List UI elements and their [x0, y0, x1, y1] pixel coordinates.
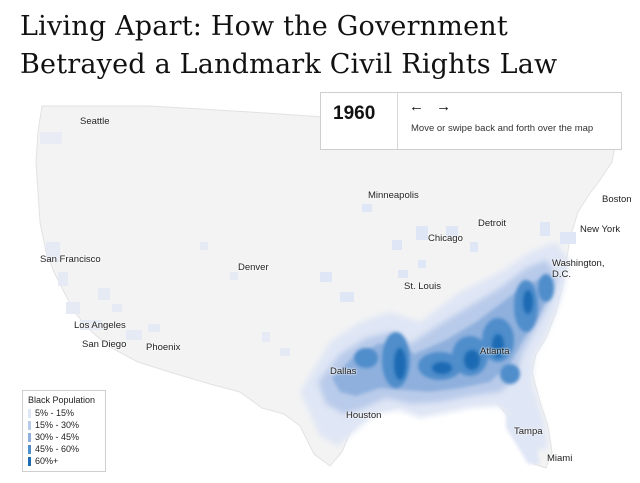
legend-swatch [28, 456, 31, 466]
hint-text: Move or swipe back and forth over the ma… [411, 123, 594, 134]
legend-item: 45% - 60% [28, 443, 100, 455]
midwest-patches [320, 204, 576, 302]
year-control[interactable]: 1960 ← → Move or swipe back and forth ov… [320, 92, 622, 150]
legend-swatch [28, 408, 31, 418]
city-label-denver: Denver [238, 262, 269, 273]
legend-title: Black Population [28, 395, 96, 405]
city-label-boston: Boston [602, 194, 632, 205]
legend-swatch [28, 420, 31, 430]
year-label: 1960 [333, 103, 376, 124]
legend-label: 60%+ [35, 456, 59, 466]
west-patches [40, 132, 290, 356]
city-label-dallas: Dallas [330, 366, 357, 377]
city-label-phoenix: Phoenix [146, 342, 181, 353]
city-label-atlanta: Atlanta [480, 346, 510, 357]
city-label-houston: Houston [346, 410, 382, 421]
legend-item: 15% - 30% [28, 419, 100, 431]
us-map[interactable] [0, 92, 640, 483]
legend-label: 45% - 60% [35, 444, 80, 454]
legend-label: 5% - 15% [35, 408, 75, 418]
legend-label: 30% - 45% [35, 432, 80, 442]
page-title: Living Apart: How the Government Betraye… [20, 11, 558, 80]
city-label-st-louis: St. Louis [404, 281, 441, 292]
legend-swatch [28, 444, 31, 454]
arrows-icon[interactable]: ← → [409, 98, 456, 115]
legend-item: 30% - 45% [28, 431, 100, 443]
city-label-washington: Washington, D.C. [552, 258, 605, 280]
city-label-chicago: Chicago [428, 233, 463, 244]
legend-items: 5% - 15% 15% - 30% 30% - 45% 45% - 60% 60%+ [28, 407, 100, 467]
city-label-los-angeles: Los Angeles [74, 320, 126, 331]
legend-label: 15% - 30% [35, 420, 80, 430]
legend-item: 5% - 15% [28, 407, 100, 419]
legend-swatch [28, 432, 31, 442]
city-label-detroit: Detroit [478, 218, 506, 229]
city-label-san-francisco: San Francisco [40, 254, 101, 265]
south-density [300, 242, 570, 464]
city-label-tampa: Tampa [514, 426, 543, 437]
city-label-san-diego: San Diego [82, 339, 127, 350]
city-label-new-york: New York [580, 224, 621, 235]
city-label-seattle: Seattle [80, 116, 110, 127]
map[interactable]: Seattle San Francisco Los Angeles San Di… [0, 92, 640, 483]
divider [397, 93, 398, 149]
city-label-miami: Miami [547, 453, 573, 464]
legend: Black Population 5% - 15% 15% - 30% 30% - … [22, 390, 106, 472]
city-label-minneapolis: Minneapolis [368, 190, 419, 201]
legend-item: 60%+ [28, 455, 100, 467]
